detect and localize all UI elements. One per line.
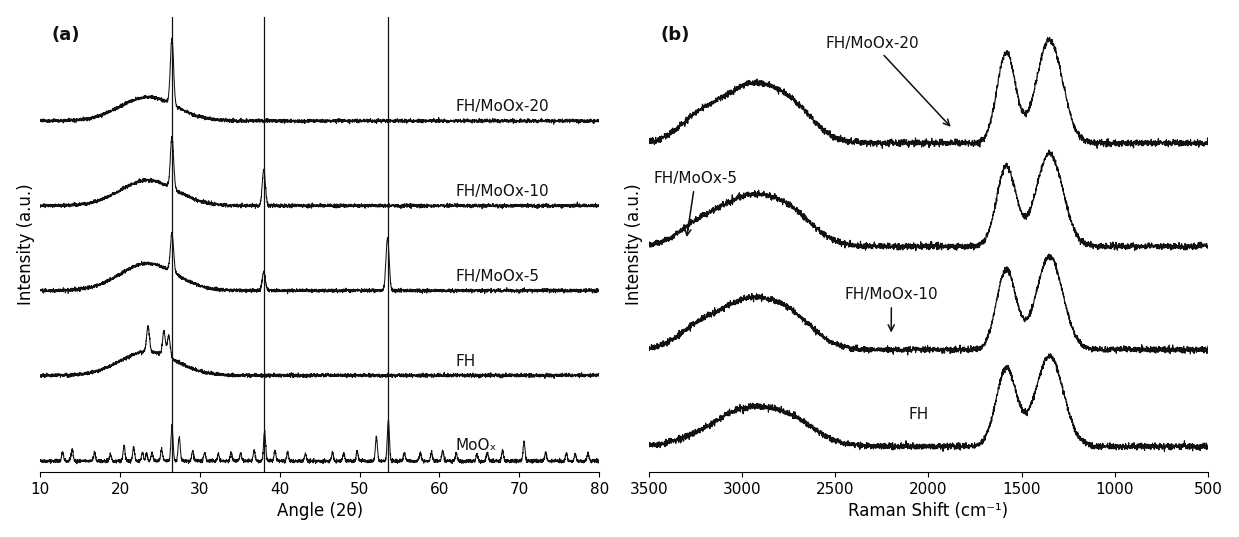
Text: (a): (a) <box>51 26 79 44</box>
Text: FH/MoOx-20: FH/MoOx-20 <box>456 99 549 114</box>
X-axis label: Angle (2θ): Angle (2θ) <box>276 502 363 520</box>
Text: FH/MoOx-20: FH/MoOx-20 <box>825 35 949 126</box>
Text: MoOₓ: MoOₓ <box>456 438 497 453</box>
Text: FH/MoOx-10: FH/MoOx-10 <box>845 287 938 331</box>
Text: (b): (b) <box>660 26 690 44</box>
Y-axis label: Intensity (a.u.): Intensity (a.u.) <box>16 184 35 305</box>
X-axis label: Raman Shift (cm⁻¹): Raman Shift (cm⁻¹) <box>849 502 1009 520</box>
Y-axis label: Intensity (a.u.): Intensity (a.u.) <box>626 184 643 305</box>
Text: FH/MoOx-10: FH/MoOx-10 <box>456 184 549 199</box>
Text: FH: FH <box>456 353 476 368</box>
Text: FH/MoOx-5: FH/MoOx-5 <box>456 269 539 284</box>
Text: FH/MoOx-5: FH/MoOx-5 <box>653 171 737 235</box>
Text: FH: FH <box>909 407 929 422</box>
